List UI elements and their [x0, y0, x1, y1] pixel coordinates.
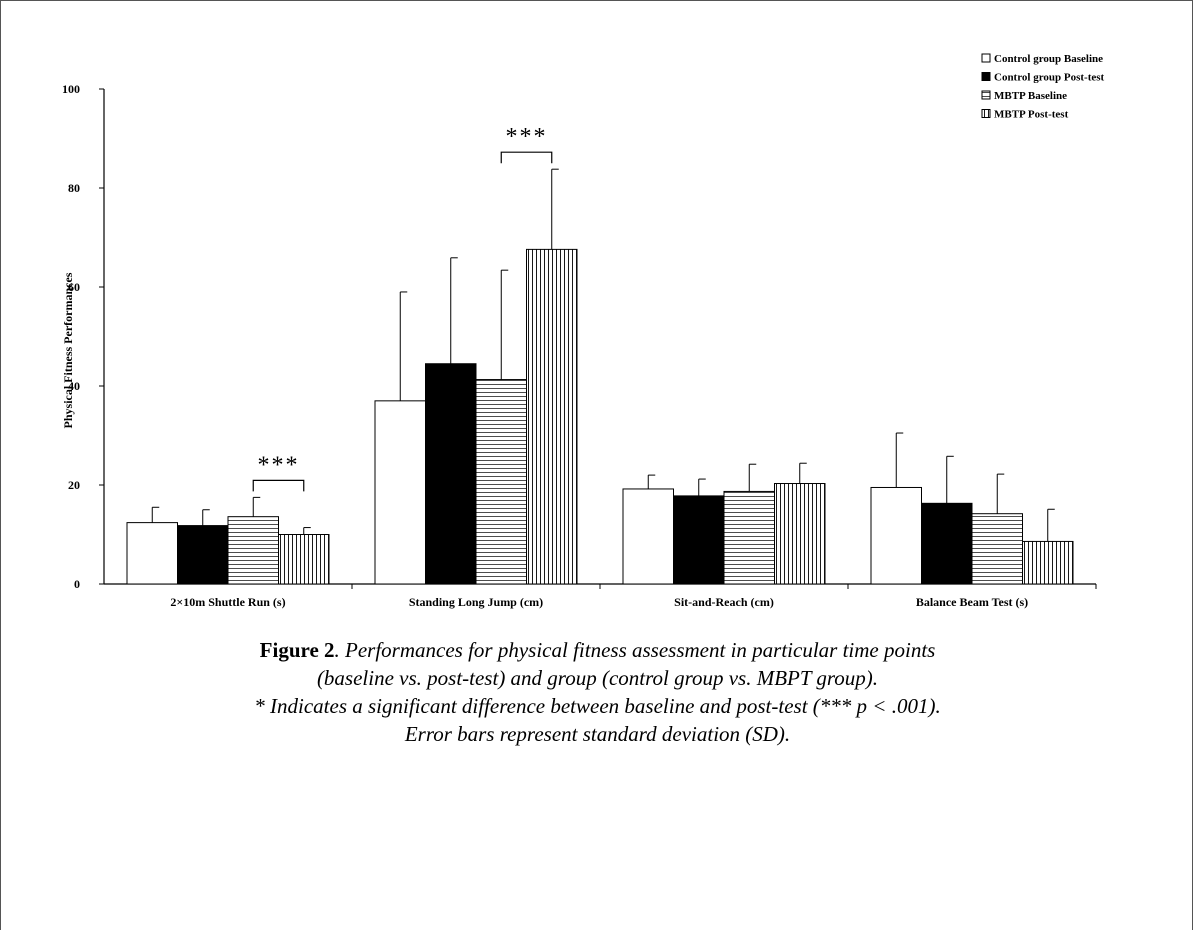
caption-line-3: * Indicates a significant difference bet…: [254, 694, 941, 718]
caption-line-4: Error bars represent standard deviation …: [404, 722, 791, 746]
bar-vertical: [526, 248, 578, 585]
bar-black: [177, 525, 229, 585]
legend-label: MBTP Baseline: [994, 90, 1067, 102]
bar-horizontal: [971, 513, 1023, 585]
y-tick-label: 40: [68, 379, 80, 393]
x-category-label: Balance Beam Test (s): [916, 595, 1028, 609]
legend-swatch-white: [981, 53, 991, 63]
caption-text-1: . Performances for physical fitness asse…: [334, 638, 936, 662]
legend-label: Control group Post-test: [994, 72, 1105, 84]
caption-figure-label: Figure 2: [259, 638, 335, 662]
bar-white: [622, 488, 674, 585]
bar-white: [126, 522, 178, 585]
bar-horizontal: [723, 490, 775, 585]
y-tick-label: 80: [68, 181, 80, 195]
legend: Control group Baseline Control group Post…: [981, 53, 1105, 121]
y-tick-label: 100: [62, 82, 80, 96]
bar-black: [673, 495, 725, 585]
y-tick-label: 0: [74, 577, 80, 591]
caption-line-2: (baseline vs. post-test) and group (cont…: [316, 666, 879, 690]
legend-swatch-black: [981, 72, 991, 81]
legend-label: MBTP Post-test: [994, 109, 1069, 121]
figure-caption: Figure 2. Performances for physical fitn…: [0, 636, 1195, 748]
significance-label: ***: [506, 124, 548, 150]
caption-line-1: Figure 2. Performances for physical fitn…: [0, 636, 1195, 664]
legend-swatch-horizontal: [981, 90, 991, 100]
y-tick-label: 60: [68, 280, 80, 294]
y-axis-label: Physical Fitness Performances: [61, 272, 75, 428]
bar-vertical: [1022, 540, 1074, 585]
bar-white: [374, 400, 426, 585]
bar-white: [870, 486, 922, 585]
x-category-label: Sit-and-Reach (cm): [674, 595, 774, 609]
bar-chart: 0 20 40 60 80 100 Physical Fitness Performance…: [61, 53, 1105, 609]
bars: *** ***: [126, 124, 1074, 585]
y-tick-label: 20: [68, 478, 80, 492]
legend-label: Control group Baseline: [994, 53, 1103, 65]
bar-black: [921, 502, 973, 585]
significance-bracket: [252, 479, 305, 492]
bar-horizontal: [475, 379, 527, 585]
bar-vertical: [774, 483, 826, 585]
x-category-label: Standing Long Jump (cm): [409, 595, 543, 609]
bar-black: [425, 363, 477, 585]
significance-bracket: [500, 151, 553, 164]
bar-horizontal: [227, 516, 279, 585]
legend-swatch-vertical: [981, 109, 991, 118]
significance-label: ***: [258, 452, 300, 478]
bar-vertical: [278, 534, 330, 585]
x-category-label: 2×10m Shuttle Run (s): [170, 595, 285, 609]
